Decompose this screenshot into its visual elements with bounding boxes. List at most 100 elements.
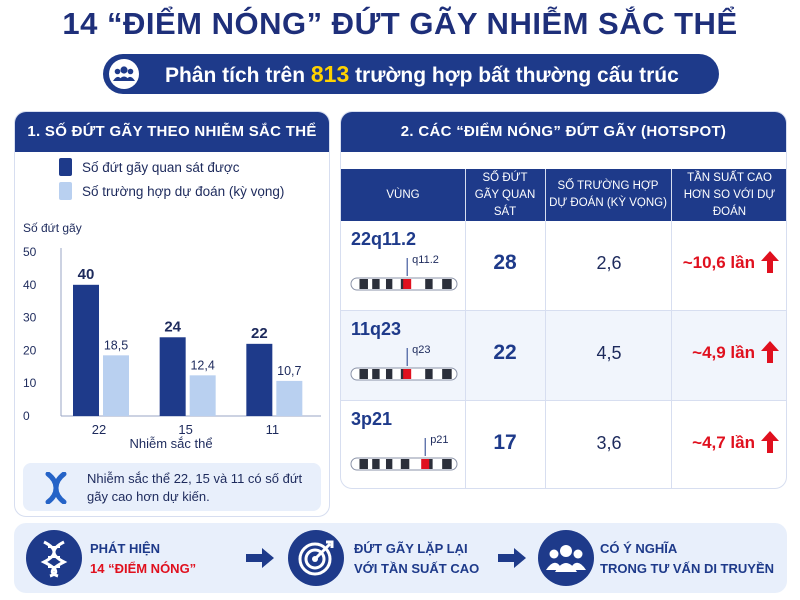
step-2-line1: ĐỨT GÃY LẶP LẠI xyxy=(354,541,468,556)
chromosome-band xyxy=(372,369,380,379)
region-name: 3p21 xyxy=(351,409,393,429)
subtitle-text: Phân tích trên 813 trường hợp bất thường… xyxy=(165,54,679,94)
bar-value-label: 22 xyxy=(251,325,268,342)
column-header-observed: SỐ ĐỨT GÃY QUAN SÁT xyxy=(474,171,536,218)
chromosome-band xyxy=(372,279,380,289)
step-3-text: CÓ Ý NGHĨA TRONG TƯ VẤN DI TRUYỀN xyxy=(600,539,774,579)
observed-value: 22 xyxy=(493,341,517,364)
chromosome-band xyxy=(400,459,410,469)
column-header-expected: SỐ TRƯỜNG HỢP DỰ ĐOÁN (KỲ VỌNG) xyxy=(549,180,667,209)
subtitle-bar: Phân tích trên 813 trường hợp bất thường… xyxy=(103,54,719,94)
summary-strip: PHÁT HIỆN 14 “ĐIỂM NÓNG” ĐỨT GÃY LẶP LẠI… xyxy=(14,523,787,593)
bar-observed xyxy=(73,284,99,416)
table-header: VÙNG SỐ ĐỨT GÃY QUAN SÁT SỐ TRƯỜNG HỢP D… xyxy=(341,169,786,221)
step-2-text: ĐỨT GÃY LẶP LẠI VỚI TẦN SUẤT CAO xyxy=(354,539,479,579)
chromosome-band xyxy=(359,369,368,379)
legend-swatch-observed xyxy=(59,158,72,176)
group-icon xyxy=(538,530,594,586)
legend-item-expected: Số trường hợp dự đoán (kỳ vọng) xyxy=(59,182,284,200)
column-divider xyxy=(671,169,672,488)
note-box xyxy=(23,463,321,511)
step-3-line2: TRONG TƯ VẤN DI TRUYỀN xyxy=(600,561,775,576)
step-1-line1: PHÁT HIỆN xyxy=(90,541,161,556)
x-tick-label: 22 xyxy=(92,422,106,437)
chromosome-band xyxy=(385,459,393,469)
expected-value: 4,5 xyxy=(596,343,622,363)
y-tick-label: 40 xyxy=(23,278,37,292)
dna-icon xyxy=(26,530,82,586)
chromosome-band xyxy=(359,279,368,289)
expected-value: 2,6 xyxy=(596,253,622,273)
arrow-up-icon xyxy=(761,431,779,458)
region-name: 22q11.2 xyxy=(351,229,417,249)
table-row: 3p21 p21 17 3,6 ~4,7 lần xyxy=(341,401,786,488)
chromosome-ideogram xyxy=(350,348,458,381)
bar-observed xyxy=(246,343,273,416)
chromosome-ideogram xyxy=(350,438,458,471)
column-divider xyxy=(545,169,546,488)
target-icon xyxy=(288,530,344,586)
y-tick-label: 0 xyxy=(23,409,30,423)
legend-item-observed: Số đứt gãy quan sát được xyxy=(59,158,240,176)
chart-panel: 1. SỐ ĐỨT GÃY THEO NHIỄM SẮC THỂ Số đứt … xyxy=(14,111,330,517)
column-divider xyxy=(465,169,466,488)
arrow-right-icon xyxy=(498,548,526,573)
expected-value: 3,6 xyxy=(596,433,622,453)
chromosome-band xyxy=(442,369,452,379)
hotspot-panel-heading: 2. CÁC “ĐIỂM NÓNG” ĐỨT GÃY (HOTSPOT) xyxy=(341,112,786,152)
bar-value-label: 12,4 xyxy=(190,358,214,372)
ratio-value: ~10,6 lần xyxy=(682,253,755,272)
chromosome-band xyxy=(425,369,433,379)
hotspot-band xyxy=(403,279,412,289)
step-1-text: PHÁT HIỆN 14 “ĐIỂM NÓNG” xyxy=(90,539,196,579)
bar-expected xyxy=(276,380,303,416)
table-row: 22q11.2 q11.2 28 2,6 ~10,6 lần xyxy=(341,221,786,311)
chromosome-band xyxy=(359,459,368,469)
page-title: 14 “ĐIỂM NÓNG” ĐỨT GÃY NHIỄM SẮC THỂ xyxy=(62,6,738,41)
y-tick-label: 30 xyxy=(23,311,37,325)
bar-chart: Số đứt gãy 0 10 20 30 40 50 40 18,5 22 24 12,4 15 22 1… xyxy=(23,221,321,448)
chromosome-band xyxy=(442,279,452,289)
chromosome-band xyxy=(372,459,380,469)
ratio-value: ~4,7 lần xyxy=(692,433,755,452)
table-row: 11q23 q23 22 4,5 ~4,9 lần xyxy=(341,311,786,401)
step-2-line2: VỚI TẦN SUẤT CAO xyxy=(354,561,480,576)
band-label: q23 xyxy=(412,344,431,356)
hotspot-panel: 2. CÁC “ĐIỂM NÓNG” ĐỨT GÃY (HOTSPOT) VÙN… xyxy=(340,111,787,489)
chromosome-band xyxy=(442,459,452,469)
y-tick-label: 50 xyxy=(23,245,37,259)
hotspot-band xyxy=(421,459,430,469)
observed-value: 17 xyxy=(493,431,517,454)
band-label: q11.2 xyxy=(412,254,439,266)
ratio-value: ~4,9 lần xyxy=(692,343,755,362)
band-label: p21 xyxy=(430,434,449,446)
subtitle-highlight: 813 xyxy=(310,61,350,87)
observed-value: 28 xyxy=(493,251,517,274)
subtitle-before: Phân tích trên xyxy=(165,64,311,87)
y-tick-label: 10 xyxy=(23,376,37,390)
step-3-line1: CÓ Ý NGHĨA xyxy=(600,541,678,556)
arrow-right-icon xyxy=(246,548,274,573)
hotspot-band xyxy=(403,369,412,379)
chromosome-band xyxy=(425,279,433,289)
subtitle-after: trường hợp bất thường cấu trúc xyxy=(349,64,679,87)
chromosome-band xyxy=(385,369,393,379)
chart-panel-heading: 1. SỐ ĐỨT GÃY THEO NHIỄM SẮC THỂ xyxy=(15,112,329,152)
step-1-line2: 14 “ĐIỂM NÓNG” xyxy=(90,561,197,576)
bar-expected xyxy=(103,355,129,416)
chromosome-band xyxy=(385,279,393,289)
legend-label-observed: Số đứt gãy quan sát được xyxy=(82,159,240,175)
legend-label-expected: Số trường hợp dự đoán (kỳ vọng) xyxy=(82,183,285,199)
legend-swatch-expected xyxy=(59,182,72,200)
bar-value-label: 40 xyxy=(78,266,95,283)
x-tick-label: 15 xyxy=(178,422,192,437)
bar-expected xyxy=(189,375,216,416)
x-axis-label: Nhiễm sắc thể xyxy=(129,436,212,448)
arrow-up-icon xyxy=(761,251,779,278)
bar-observed xyxy=(159,337,186,416)
column-header-region: VÙNG xyxy=(386,188,420,201)
bar-value-label: 24 xyxy=(164,318,181,335)
y-tick-label: 20 xyxy=(23,343,37,357)
chromosome-ideogram xyxy=(350,258,458,291)
people-icon xyxy=(109,59,139,89)
